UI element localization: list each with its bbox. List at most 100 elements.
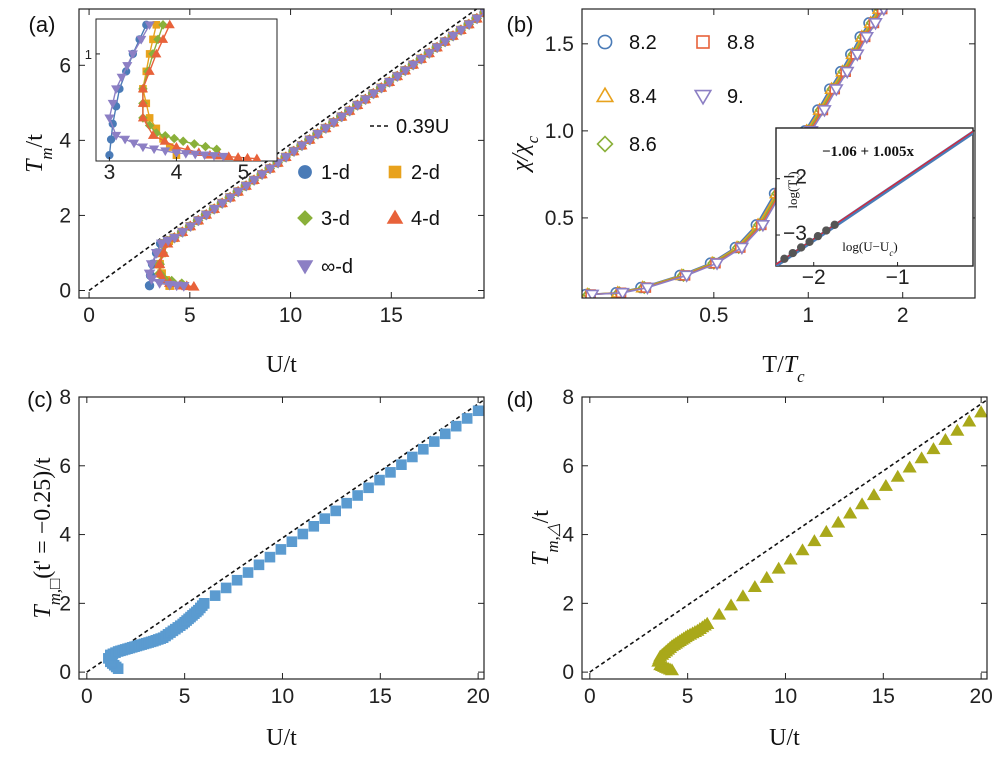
x-tick-label: 15 xyxy=(872,685,895,708)
y-tick-label: 0.5 xyxy=(545,207,574,230)
inset-x-tick-label: 3 xyxy=(104,161,116,184)
x-axis-label: U/t xyxy=(769,725,800,751)
x-tick-label: 20 xyxy=(466,685,489,708)
inset-point xyxy=(830,220,839,229)
x-tick-label: 10 xyxy=(271,685,294,708)
x-tick-label: 20 xyxy=(969,685,992,708)
inset-point-3-d xyxy=(189,139,200,149)
x-axis-label: U/t xyxy=(266,352,297,378)
data-point-∞-d xyxy=(431,43,444,54)
y-axis-label: χ/χc xyxy=(508,135,542,173)
inset-point-3-d xyxy=(158,20,168,30)
inset-point-4-d xyxy=(137,98,149,107)
inset-point-∞-d xyxy=(111,131,122,141)
inset-point-4-d xyxy=(151,48,162,58)
reference-line xyxy=(88,9,478,292)
data-point-∞-d xyxy=(336,112,348,123)
plot-area xyxy=(86,399,484,674)
x-tick-label: 5 xyxy=(179,685,191,708)
inset-point-∞-d xyxy=(149,145,160,155)
panel-label: (b) xyxy=(507,12,534,37)
inset-point-4-d xyxy=(252,153,262,161)
legend-marker-1-d xyxy=(298,165,312,179)
inset-point-∞-d xyxy=(107,99,118,109)
data-point xyxy=(724,598,739,611)
legend-label-8.6: 8.6 xyxy=(629,134,657,156)
panel-label: (c) xyxy=(27,387,53,412)
y-tick-label: 1.5 xyxy=(545,33,574,56)
data-point-∞-d xyxy=(200,210,213,221)
data-point-∞-d xyxy=(360,95,372,106)
y-tick-label: 8 xyxy=(59,386,71,409)
plot-area xyxy=(88,9,484,292)
inset-plot xyxy=(776,130,973,266)
data-point xyxy=(843,506,858,519)
y-tick-label: 2 xyxy=(59,204,71,227)
inset-point xyxy=(822,226,831,235)
data-point-9. xyxy=(839,66,855,80)
inset-point-∞-d xyxy=(104,114,115,124)
data-point xyxy=(819,524,834,537)
data-point xyxy=(902,460,917,473)
plot-frame xyxy=(78,8,485,299)
data-point-∞-d xyxy=(177,228,189,238)
data-point-∞-d xyxy=(376,83,388,94)
data-point-∞-d xyxy=(169,233,181,244)
inset-point-1-d xyxy=(106,135,116,144)
y-tick-label: 4 xyxy=(59,129,71,152)
data-point xyxy=(855,497,870,510)
inset-x-tick-label: 4 xyxy=(171,161,183,184)
data-point xyxy=(209,590,221,601)
data-point-∞-d xyxy=(296,141,308,152)
x-tick-label: 1 xyxy=(802,304,814,327)
data-point-∞-d xyxy=(185,222,197,233)
data-point-∞-d xyxy=(320,124,332,134)
inset-point-∞-d xyxy=(119,135,131,145)
y-axis-label: Tm,△/t xyxy=(528,510,562,566)
inset-point-4-d xyxy=(164,19,175,29)
data-point xyxy=(418,443,429,455)
y-tick-label: 6 xyxy=(59,455,71,478)
data-point-∞-d xyxy=(224,193,237,204)
data-point-∞-d xyxy=(155,239,168,250)
data-point-∞-d xyxy=(163,280,176,291)
data-point xyxy=(926,442,941,455)
legend-marker-4-d xyxy=(386,209,404,224)
data-point-9. xyxy=(584,289,600,298)
inset-point-∞-d xyxy=(111,85,122,94)
data-point xyxy=(962,414,977,427)
inset-point-∞-d xyxy=(136,35,147,45)
data-point-∞-d xyxy=(415,54,428,65)
data-point-∞-d xyxy=(280,153,292,163)
inset-y-tick-label: −3 xyxy=(783,222,807,245)
inset-point-∞-d xyxy=(137,143,149,153)
inset-point-4-d xyxy=(157,34,169,43)
reference-line xyxy=(86,399,484,673)
data-point-∞-d xyxy=(344,106,356,117)
data-point-9. xyxy=(868,18,883,31)
x-tick-label: 0 xyxy=(81,685,93,708)
inset-point-4-d xyxy=(242,152,253,161)
inset-x-tick-label: −1 xyxy=(886,266,910,289)
data-point-9. xyxy=(755,219,771,233)
data-point xyxy=(319,513,331,524)
inset-point-4-d xyxy=(137,112,149,122)
data-point-∞-d xyxy=(232,187,245,198)
data-point-∞-d xyxy=(192,216,205,227)
x-tick-label: 0 xyxy=(584,685,596,708)
y-tick-label: 2 xyxy=(59,592,71,615)
panel-b: 0.5 1 2 0.5 1.0 1.5 T/Tc χ/χc (b) 8.2 8.8 8.4 9. 8.6 −… xyxy=(507,8,976,386)
legend-label-2-d: 2-d xyxy=(411,162,440,184)
x-tick-label: 0 xyxy=(83,304,95,327)
data-point xyxy=(914,451,929,464)
inset-point-∞-d xyxy=(190,150,201,160)
data-point-9. xyxy=(829,84,844,97)
legend-label-8.4: 8.4 xyxy=(629,86,657,108)
data-point xyxy=(253,559,265,571)
data-point xyxy=(374,474,385,486)
inset-point-∞-d xyxy=(208,152,220,161)
legend-label-8.8: 8.8 xyxy=(727,32,755,54)
data-point xyxy=(242,567,254,578)
data-point xyxy=(938,432,953,445)
legend-marker-8.6 xyxy=(596,135,614,153)
